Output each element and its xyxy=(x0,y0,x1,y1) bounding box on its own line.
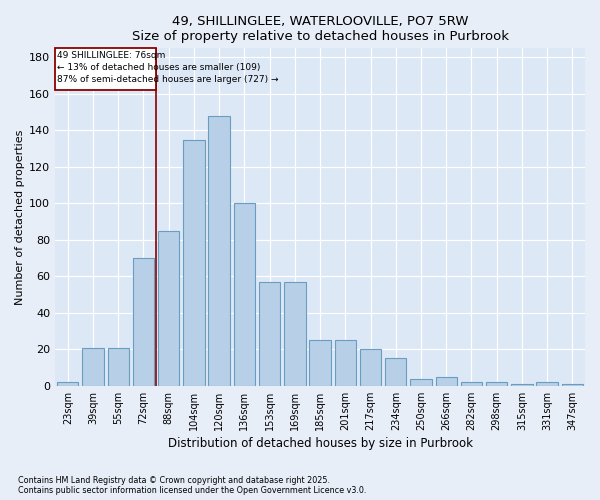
Bar xyxy=(335,340,356,386)
Bar xyxy=(486,382,508,386)
FancyBboxPatch shape xyxy=(55,48,156,90)
Title: 49, SHILLINGLEE, WATERLOOVILLE, PO7 5RW
Size of property relative to detached ho: 49, SHILLINGLEE, WATERLOOVILLE, PO7 5RW … xyxy=(131,15,509,43)
Bar xyxy=(310,340,331,386)
Bar xyxy=(107,348,129,386)
Bar xyxy=(284,282,305,386)
Bar xyxy=(208,116,230,386)
X-axis label: Distribution of detached houses by size in Purbrook: Distribution of detached houses by size … xyxy=(167,437,473,450)
Bar xyxy=(57,382,79,386)
Bar xyxy=(233,204,255,386)
Bar xyxy=(461,382,482,386)
Bar xyxy=(259,282,280,386)
Bar xyxy=(410,378,432,386)
Bar xyxy=(183,140,205,386)
Bar xyxy=(82,348,104,386)
Bar xyxy=(536,382,558,386)
Bar xyxy=(511,384,533,386)
Text: 87% of semi-detached houses are larger (727) →: 87% of semi-detached houses are larger (… xyxy=(57,75,278,84)
Text: ← 13% of detached houses are smaller (109): ← 13% of detached houses are smaller (10… xyxy=(57,63,260,72)
Bar xyxy=(158,231,179,386)
Bar xyxy=(360,350,381,386)
Bar xyxy=(385,358,406,386)
Bar xyxy=(133,258,154,386)
Y-axis label: Number of detached properties: Number of detached properties xyxy=(15,130,25,305)
Text: 49 SHILLINGLEE: 76sqm: 49 SHILLINGLEE: 76sqm xyxy=(57,51,166,60)
Text: Contains HM Land Registry data © Crown copyright and database right 2025.
Contai: Contains HM Land Registry data © Crown c… xyxy=(18,476,367,495)
Bar xyxy=(562,384,583,386)
Bar xyxy=(436,376,457,386)
